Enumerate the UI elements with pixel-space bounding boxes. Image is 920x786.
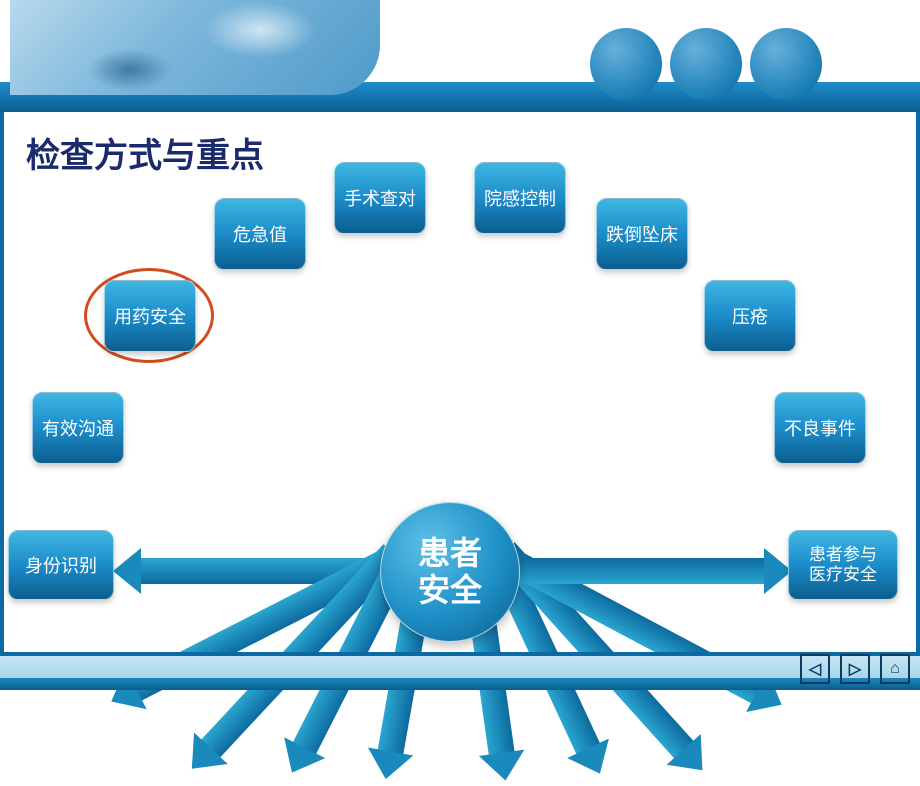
center-node-patient-safety: 患者 安全 xyxy=(380,502,520,642)
header-band xyxy=(0,0,920,110)
node-n3: 危急值 xyxy=(214,198,306,270)
node-n5: 院感控制 xyxy=(474,162,566,234)
node-label: 跌倒坠床 xyxy=(606,221,678,247)
node-label: 不良事件 xyxy=(784,415,856,441)
center-node-label: 患者 安全 xyxy=(418,535,482,609)
decor-circle-3 xyxy=(750,28,822,100)
node-label: 身份识别 xyxy=(25,552,97,578)
node-label: 危急值 xyxy=(233,221,287,247)
nav-next-button[interactable]: ▷ xyxy=(840,654,870,684)
node-label: 院感控制 xyxy=(484,185,556,211)
node-label: 压疮 xyxy=(732,303,768,329)
home-icon: ⌂ xyxy=(890,660,900,678)
nav-home-button[interactable]: ⌂ xyxy=(880,654,910,684)
decor-circle-2 xyxy=(670,28,742,100)
node-label: 手术查对 xyxy=(344,185,416,211)
node-label: 患者参与 医疗安全 xyxy=(809,545,877,586)
footer-dark-bar xyxy=(0,678,920,690)
chevron-left-icon: ◁ xyxy=(809,659,821,679)
node-n9: 患者参与 医疗安全 xyxy=(788,530,898,600)
chevron-right-icon: ▷ xyxy=(849,659,861,679)
node-n6: 跌倒坠床 xyxy=(596,198,688,270)
arrow-9 xyxy=(520,558,792,584)
decor-circle-1 xyxy=(590,28,662,100)
node-label: 用药安全 xyxy=(114,303,186,329)
node-n0: 身份识别 xyxy=(8,530,114,600)
diagram-canvas: 检查方式与重点 身份识别 有效沟通 用药安全 危急值 手术查对 院感控制跌倒坠床压疮不良事… xyxy=(18,120,902,630)
node-n2: 用药安全 xyxy=(104,280,196,352)
footer-band: ◁ ▷ ⌂ xyxy=(0,634,920,690)
nav-icons: ◁ ▷ ⌂ xyxy=(800,654,910,684)
slide-title: 检查方式与重点 xyxy=(26,128,264,177)
nav-prev-button[interactable]: ◁ xyxy=(800,654,830,684)
node-n4: 手术查对 xyxy=(334,162,426,234)
node-n8: 不良事件 xyxy=(774,392,866,464)
node-n1: 有效沟通 xyxy=(32,392,124,464)
node-label: 有效沟通 xyxy=(42,415,114,441)
node-n7: 压疮 xyxy=(704,280,796,352)
header-image-surgery xyxy=(10,0,380,95)
